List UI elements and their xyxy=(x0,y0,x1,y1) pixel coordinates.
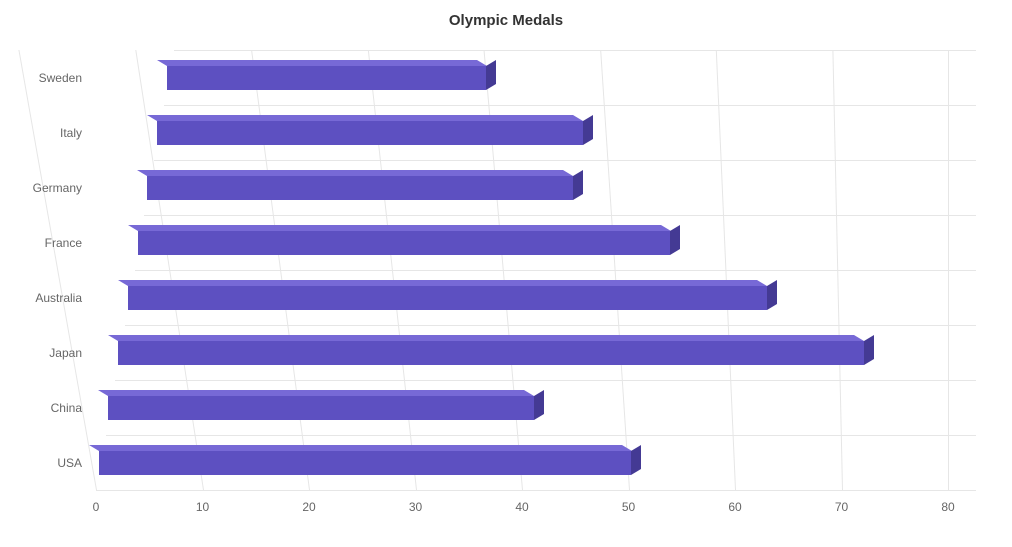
chart-container: Olympic Medals 01020304050607080SwedenIt… xyxy=(0,0,1012,547)
y-axis-category-label: China xyxy=(51,401,82,415)
x-axis-tick-label: 30 xyxy=(409,500,422,514)
x-gridline xyxy=(18,50,97,490)
x-axis-tick-label: 80 xyxy=(941,500,954,514)
x-axis-tick-label: 50 xyxy=(622,500,635,514)
y-gridline xyxy=(135,270,976,271)
x-axis-tick-label: 20 xyxy=(302,500,315,514)
y-gridline xyxy=(154,160,976,161)
bar xyxy=(147,176,573,200)
y-axis-category-label: USA xyxy=(57,456,82,470)
x-axis-tick-label: 40 xyxy=(515,500,528,514)
x-axis-tick-label: 60 xyxy=(728,500,741,514)
bar-side-face xyxy=(767,280,777,310)
bar-side-face xyxy=(864,335,874,365)
x-axis-tick-label: 0 xyxy=(93,500,100,514)
y-gridline xyxy=(96,490,976,491)
bar-side-face xyxy=(631,445,641,475)
bar xyxy=(157,121,583,145)
y-axis-category-label: Italy xyxy=(60,126,82,140)
bar xyxy=(167,66,487,90)
y-axis-category-label: Japan xyxy=(49,346,82,360)
bar xyxy=(99,451,632,475)
bar-side-face xyxy=(486,60,496,90)
bar-front-face xyxy=(157,121,583,145)
bar xyxy=(138,231,671,255)
y-gridline xyxy=(164,105,976,106)
bar-front-face xyxy=(118,341,864,365)
y-gridline xyxy=(144,215,976,216)
x-axis-tick-label: 10 xyxy=(196,500,209,514)
bar-side-face xyxy=(534,390,544,420)
bar-front-face xyxy=(108,396,534,420)
y-gridline xyxy=(174,50,976,51)
y-gridline xyxy=(106,435,976,436)
bar xyxy=(128,286,767,310)
bar-front-face xyxy=(128,286,767,310)
y-axis-category-label: Sweden xyxy=(39,71,82,85)
bar xyxy=(118,341,864,365)
y-axis-category-label: Germany xyxy=(33,181,82,195)
y-axis-category-label: Australia xyxy=(35,291,82,305)
y-gridline xyxy=(125,325,976,326)
plot-area: 01020304050607080SwedenItalyGermanyFranc… xyxy=(96,50,976,490)
x-axis-tick-label: 70 xyxy=(835,500,848,514)
bar-side-face xyxy=(573,170,583,200)
y-gridline xyxy=(115,380,976,381)
bar-front-face xyxy=(99,451,632,475)
chart-title: Olympic Medals xyxy=(0,12,1012,29)
bar-front-face xyxy=(167,66,487,90)
bar-front-face xyxy=(138,231,671,255)
bar-front-face xyxy=(147,176,573,200)
bar xyxy=(108,396,534,420)
y-axis-category-label: France xyxy=(45,236,82,250)
bar-side-face xyxy=(583,115,593,145)
bar-side-face xyxy=(670,225,680,255)
